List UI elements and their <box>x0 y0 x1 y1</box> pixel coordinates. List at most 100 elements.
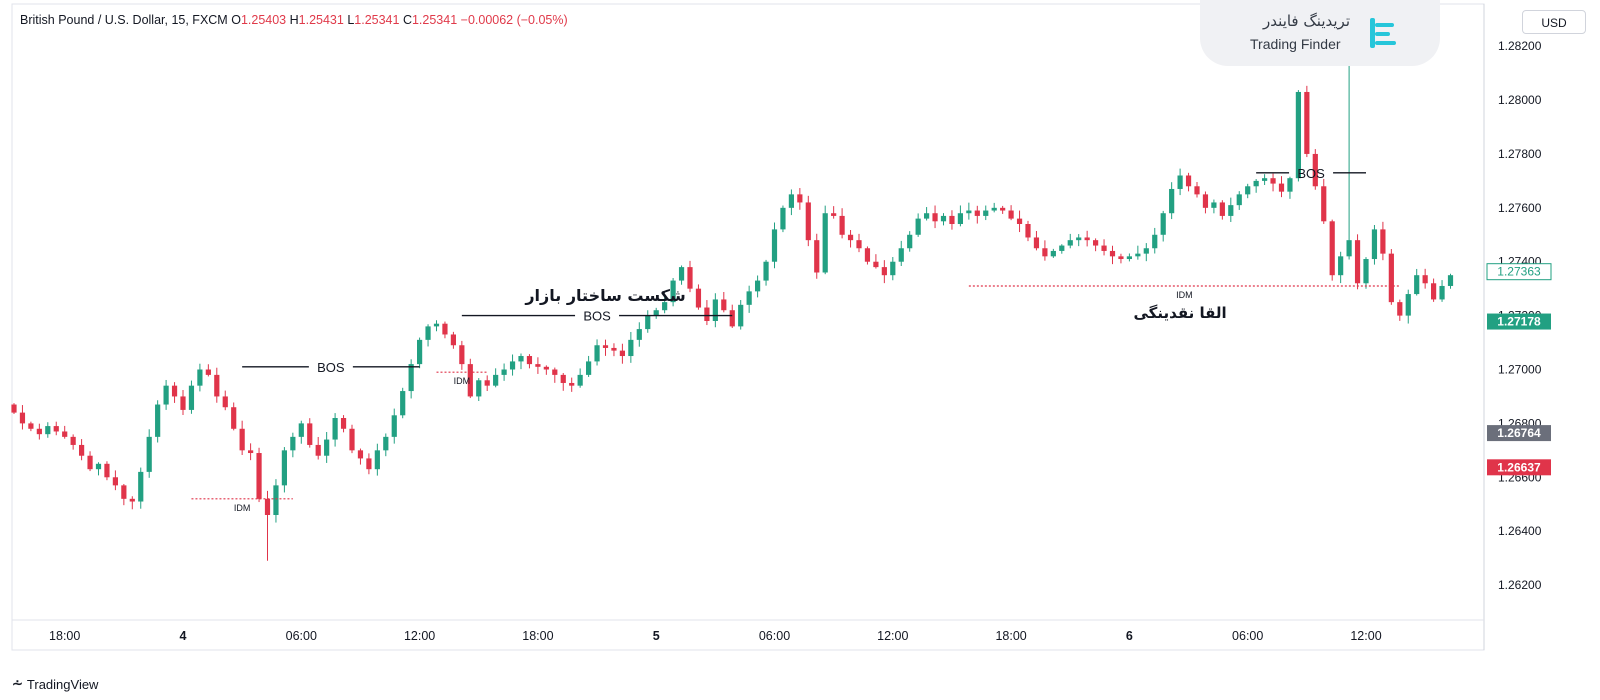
candle-body <box>1405 294 1411 316</box>
candle-body <box>746 291 752 305</box>
currency-button[interactable]: USD <box>1522 10 1586 34</box>
candle-body <box>298 423 304 437</box>
high-label: H <box>289 13 299 27</box>
candle-body <box>763 261 769 281</box>
candle-body <box>417 339 423 365</box>
price-badge <box>1486 263 1552 281</box>
candle-body <box>171 385 178 397</box>
candle-body <box>645 315 651 330</box>
price-badge-label: 1.27363 <box>1497 265 1541 279</box>
candle-body <box>11 404 17 413</box>
candle-body <box>636 329 642 340</box>
time-tick-label: 12:00 <box>1350 629 1381 643</box>
idm-annotation-fa: القا نقدینگی <box>1134 304 1227 322</box>
time-tick-label: 18:00 <box>522 629 553 643</box>
candle-body <box>87 455 93 470</box>
candle-body <box>569 382 575 386</box>
candle-body <box>264 498 271 515</box>
idm-3-label: IDM <box>1176 290 1193 300</box>
candle-body <box>1000 207 1006 211</box>
candle-body <box>53 426 59 432</box>
candle-body <box>881 267 887 276</box>
candle-body <box>36 428 42 435</box>
price-tick-label: 1.28000 <box>1498 93 1542 107</box>
candle-body <box>552 369 558 375</box>
bos-2-label: BOS <box>583 309 611 324</box>
trading-finder-logo-icon <box>1370 18 1396 48</box>
price-tick-label: 1.27800 <box>1498 147 1542 161</box>
candle-body <box>535 364 541 367</box>
candle-body <box>1160 213 1166 235</box>
candle-body <box>1059 245 1065 251</box>
candle-body <box>459 345 465 365</box>
candle-body <box>738 304 744 327</box>
time-tick-label: 18:00 <box>49 629 80 643</box>
candle-body <box>425 326 431 340</box>
time-tick-label: 18:00 <box>995 629 1026 643</box>
open-label: O <box>231 13 241 27</box>
candle-body <box>1346 240 1352 257</box>
candle-body <box>1050 250 1056 257</box>
brand-name-en: Trading Finder <box>1250 36 1341 52</box>
candle-body <box>324 439 330 456</box>
candle-body <box>721 299 727 311</box>
candle-body <box>1262 178 1268 181</box>
candle-body <box>1194 186 1200 195</box>
candle-body <box>408 364 414 392</box>
annotations: BOS BOS BOS IDM IDM IDM شکست ساختار بازار القا … <box>191 166 1400 513</box>
candle-body <box>1211 202 1217 208</box>
candle-body <box>501 369 507 375</box>
candle-body <box>873 261 879 268</box>
time-tick-label: 06:00 <box>1232 629 1263 643</box>
candle-body <box>450 334 456 346</box>
candle-body <box>138 471 144 502</box>
idm-2-label: IDM <box>454 376 471 386</box>
candle-body <box>180 396 186 410</box>
price-tick-label: 1.28200 <box>1498 39 1542 53</box>
candle-body <box>890 261 896 276</box>
candle-body <box>678 267 685 281</box>
candle-body <box>1295 91 1301 179</box>
candle-body <box>1354 240 1361 284</box>
low-value: 1.25341 <box>354 13 400 27</box>
candle-body <box>704 307 710 321</box>
candle-body <box>1177 175 1183 189</box>
candle-body <box>780 207 786 230</box>
candle-body <box>898 248 904 262</box>
price-tick-label: 1.26200 <box>1498 578 1542 592</box>
low-label: L <box>347 13 355 27</box>
candle-body <box>1371 229 1378 260</box>
candle-body <box>805 202 811 241</box>
candle-body <box>433 323 440 327</box>
candle-body <box>256 453 262 499</box>
candle-body <box>290 436 296 451</box>
candle-body <box>1109 250 1116 257</box>
bos-3-label: BOS <box>1297 166 1325 181</box>
tradingview-logo[interactable]: ⩪ TradingView <box>12 676 98 692</box>
high-value: 1.25431 <box>298 13 344 27</box>
candle-body <box>1287 178 1293 192</box>
candle-body <box>729 310 735 327</box>
candle-body <box>484 380 490 386</box>
candle-body <box>1388 253 1394 303</box>
price-tick-label: 1.26400 <box>1498 524 1542 538</box>
candle-body <box>1143 248 1149 254</box>
candle-body <box>611 347 617 351</box>
candle-body <box>366 458 372 470</box>
tradingview-logo-icon: ⩪ <box>12 676 23 691</box>
tradingview-label: TradingView <box>26 676 99 692</box>
candle-body <box>197 369 203 386</box>
candle-body <box>1118 256 1124 260</box>
candles <box>11 65 1454 561</box>
candle-body <box>518 356 524 362</box>
candle-body <box>924 213 930 219</box>
candle-body <box>112 477 118 486</box>
price-badge <box>1487 313 1551 330</box>
candle-body <box>1422 275 1428 284</box>
candle-body <box>1236 194 1242 206</box>
price-badge <box>1487 425 1551 442</box>
time-tick-label: 06:00 <box>759 629 790 643</box>
candle-body <box>831 213 837 216</box>
